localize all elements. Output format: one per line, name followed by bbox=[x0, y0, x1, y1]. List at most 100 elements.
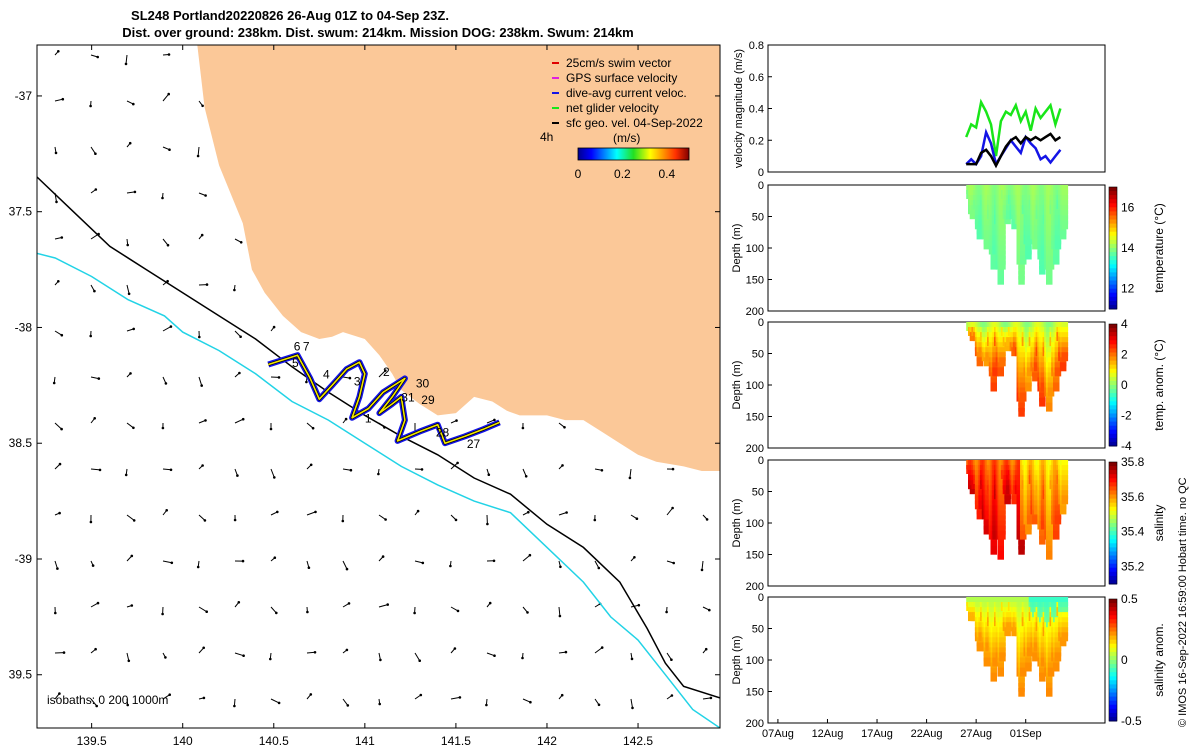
temperature-anomaly-cell bbox=[1061, 352, 1069, 362]
current-vector-head bbox=[564, 650, 568, 654]
temperature-anomaly-cell bbox=[1061, 327, 1069, 336]
current-vector-head bbox=[239, 335, 242, 339]
current-vector-head bbox=[60, 236, 64, 239]
track-day-label: 3 bbox=[354, 374, 361, 388]
temperature-anomaly-cell bbox=[1040, 362, 1048, 372]
salinity-anomaly-cell bbox=[1040, 652, 1048, 662]
current-vector-head bbox=[488, 601, 492, 605]
legend-entry: net glider velocity bbox=[566, 101, 659, 115]
salinity-cell bbox=[1032, 515, 1039, 525]
salinity-anomaly-cell bbox=[1033, 632, 1041, 642]
current-vector-head bbox=[129, 372, 132, 375]
current-vector bbox=[126, 652, 130, 661]
salinity-anomaly-cell bbox=[1026, 632, 1034, 642]
salinity-cell bbox=[1059, 500, 1067, 510]
salinity-colorbar-step bbox=[1109, 547, 1117, 552]
temperature-cell bbox=[1026, 230, 1034, 240]
salinity-anomaly-cell bbox=[1047, 647, 1055, 657]
current-vector-head bbox=[313, 651, 317, 654]
salinity-anomaly-cell bbox=[1020, 657, 1027, 667]
salinity-cell bbox=[1026, 505, 1034, 515]
current-vector bbox=[666, 652, 672, 660]
salinity-anomaly-cell bbox=[1018, 687, 1025, 697]
salinity-anomaly-cell bbox=[999, 647, 1006, 657]
current-vector-head bbox=[379, 658, 382, 662]
current-vector-head bbox=[528, 553, 532, 557]
salinity-anomaly-cell bbox=[1032, 652, 1039, 662]
current-vector-head bbox=[670, 694, 674, 697]
salinity-cell bbox=[1020, 490, 1027, 500]
temperature-cell bbox=[1061, 205, 1069, 215]
temperature-cell bbox=[992, 220, 999, 230]
temperature-anomaly-colorbar-step bbox=[1109, 385, 1117, 390]
temperature-anomaly-colorbar-step bbox=[1109, 401, 1117, 406]
temperature-anomaly-cell bbox=[1004, 342, 1011, 352]
temperature-cell bbox=[1040, 250, 1048, 260]
salinity-anomaly-cell bbox=[1047, 642, 1055, 652]
salinity-anomaly-cell bbox=[985, 632, 992, 642]
current-vector-head bbox=[61, 97, 65, 101]
current-vector-head bbox=[456, 461, 459, 465]
track-day-label: 2 bbox=[383, 365, 390, 379]
temperature-anomaly-cell bbox=[1020, 362, 1027, 372]
temperature-cell bbox=[1004, 215, 1011, 225]
temperature-anomaly-cell bbox=[1040, 357, 1048, 367]
salinity-cell bbox=[983, 525, 991, 535]
salinity-cell bbox=[1040, 515, 1048, 525]
temperature-colorbar-step bbox=[1109, 207, 1117, 212]
salinity-cell bbox=[1054, 500, 1062, 510]
current-vector-head bbox=[205, 283, 209, 286]
temperature-anomaly-cell bbox=[1020, 392, 1027, 402]
temperature-cell bbox=[1025, 250, 1032, 260]
salinity-anomaly-cell bbox=[978, 622, 985, 632]
current-vector-head bbox=[202, 696, 206, 700]
salinity-cell bbox=[1020, 505, 1027, 515]
track-day-label: 1 bbox=[365, 411, 372, 425]
current-vector-head bbox=[314, 510, 317, 514]
temperature-cell bbox=[1026, 225, 1034, 235]
temperature-anomaly-colorbar-step bbox=[1109, 360, 1117, 366]
salinity-anomaly-cell bbox=[1053, 657, 1060, 667]
current-vector bbox=[378, 514, 386, 520]
current-vector-head bbox=[161, 612, 164, 616]
current-vector-head bbox=[201, 104, 204, 108]
salinity-colorbar-step bbox=[1109, 543, 1117, 548]
salinity-anomaly-colorbar-step bbox=[1109, 684, 1117, 689]
current-vector-head bbox=[560, 693, 564, 697]
salinity-anomaly-cell bbox=[1046, 677, 1053, 687]
temperature-anomaly-colorbar-step bbox=[1109, 437, 1117, 443]
salinity-anomaly-cell bbox=[1047, 667, 1055, 677]
salinity-colorbar-step bbox=[1109, 571, 1117, 577]
salinity-cell bbox=[1020, 485, 1027, 495]
temperature-anomaly-cell bbox=[999, 337, 1006, 347]
salinity-cell bbox=[1020, 515, 1027, 525]
current-vector bbox=[342, 468, 351, 471]
salinity-anomaly-colorbar-step bbox=[1109, 611, 1117, 616]
current-vector bbox=[629, 468, 632, 478]
salinity-anomaly-cell bbox=[999, 622, 1006, 632]
salinity-colorbar-step bbox=[1109, 567, 1117, 573]
salinity-cell bbox=[992, 525, 999, 535]
current-vector-head bbox=[166, 243, 170, 247]
salinity-cell bbox=[999, 475, 1006, 485]
temperature-colorbar-step bbox=[1109, 235, 1117, 241]
temperature-cell bbox=[1020, 210, 1027, 220]
current-vector-head bbox=[62, 651, 66, 654]
salinity-cell bbox=[1047, 515, 1055, 525]
salinity-cell bbox=[1032, 510, 1039, 520]
map-xtick-label: 139.5 bbox=[77, 734, 107, 748]
temperature-cell bbox=[1006, 210, 1013, 220]
current-vector-head bbox=[238, 371, 241, 375]
temperature-cell bbox=[976, 230, 984, 240]
temperature-anomaly-colorbar-step bbox=[1109, 372, 1117, 378]
current-vector-head bbox=[233, 704, 236, 708]
temperature-anomaly-colorbar-step bbox=[1109, 389, 1117, 394]
salinity-anomaly-colorbar-step bbox=[1109, 700, 1117, 706]
temperature-cell bbox=[1033, 230, 1041, 240]
date-xtick-label: 12Aug bbox=[812, 728, 844, 740]
temperature-cell bbox=[1020, 220, 1027, 230]
temperature-anomaly-cell bbox=[1061, 337, 1069, 347]
salinity-cell bbox=[992, 495, 999, 505]
temperature-cell bbox=[1061, 220, 1069, 230]
date-xtick-label: 01Sep bbox=[1010, 728, 1042, 740]
